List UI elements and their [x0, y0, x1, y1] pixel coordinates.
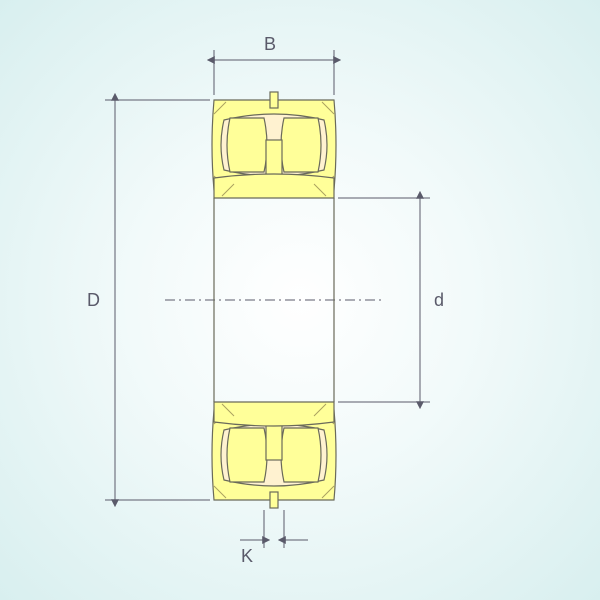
dimension-K: K: [240, 510, 308, 566]
dimension-B: B: [214, 34, 334, 95]
label-B: B: [264, 34, 276, 54]
bearing-diagram: B D d K: [0, 0, 600, 600]
label-D: D: [87, 290, 100, 310]
bearing-bottom-half: [212, 402, 336, 508]
bearing-top-half: [212, 92, 336, 198]
label-d: d: [434, 290, 444, 310]
label-K: K: [241, 546, 253, 566]
